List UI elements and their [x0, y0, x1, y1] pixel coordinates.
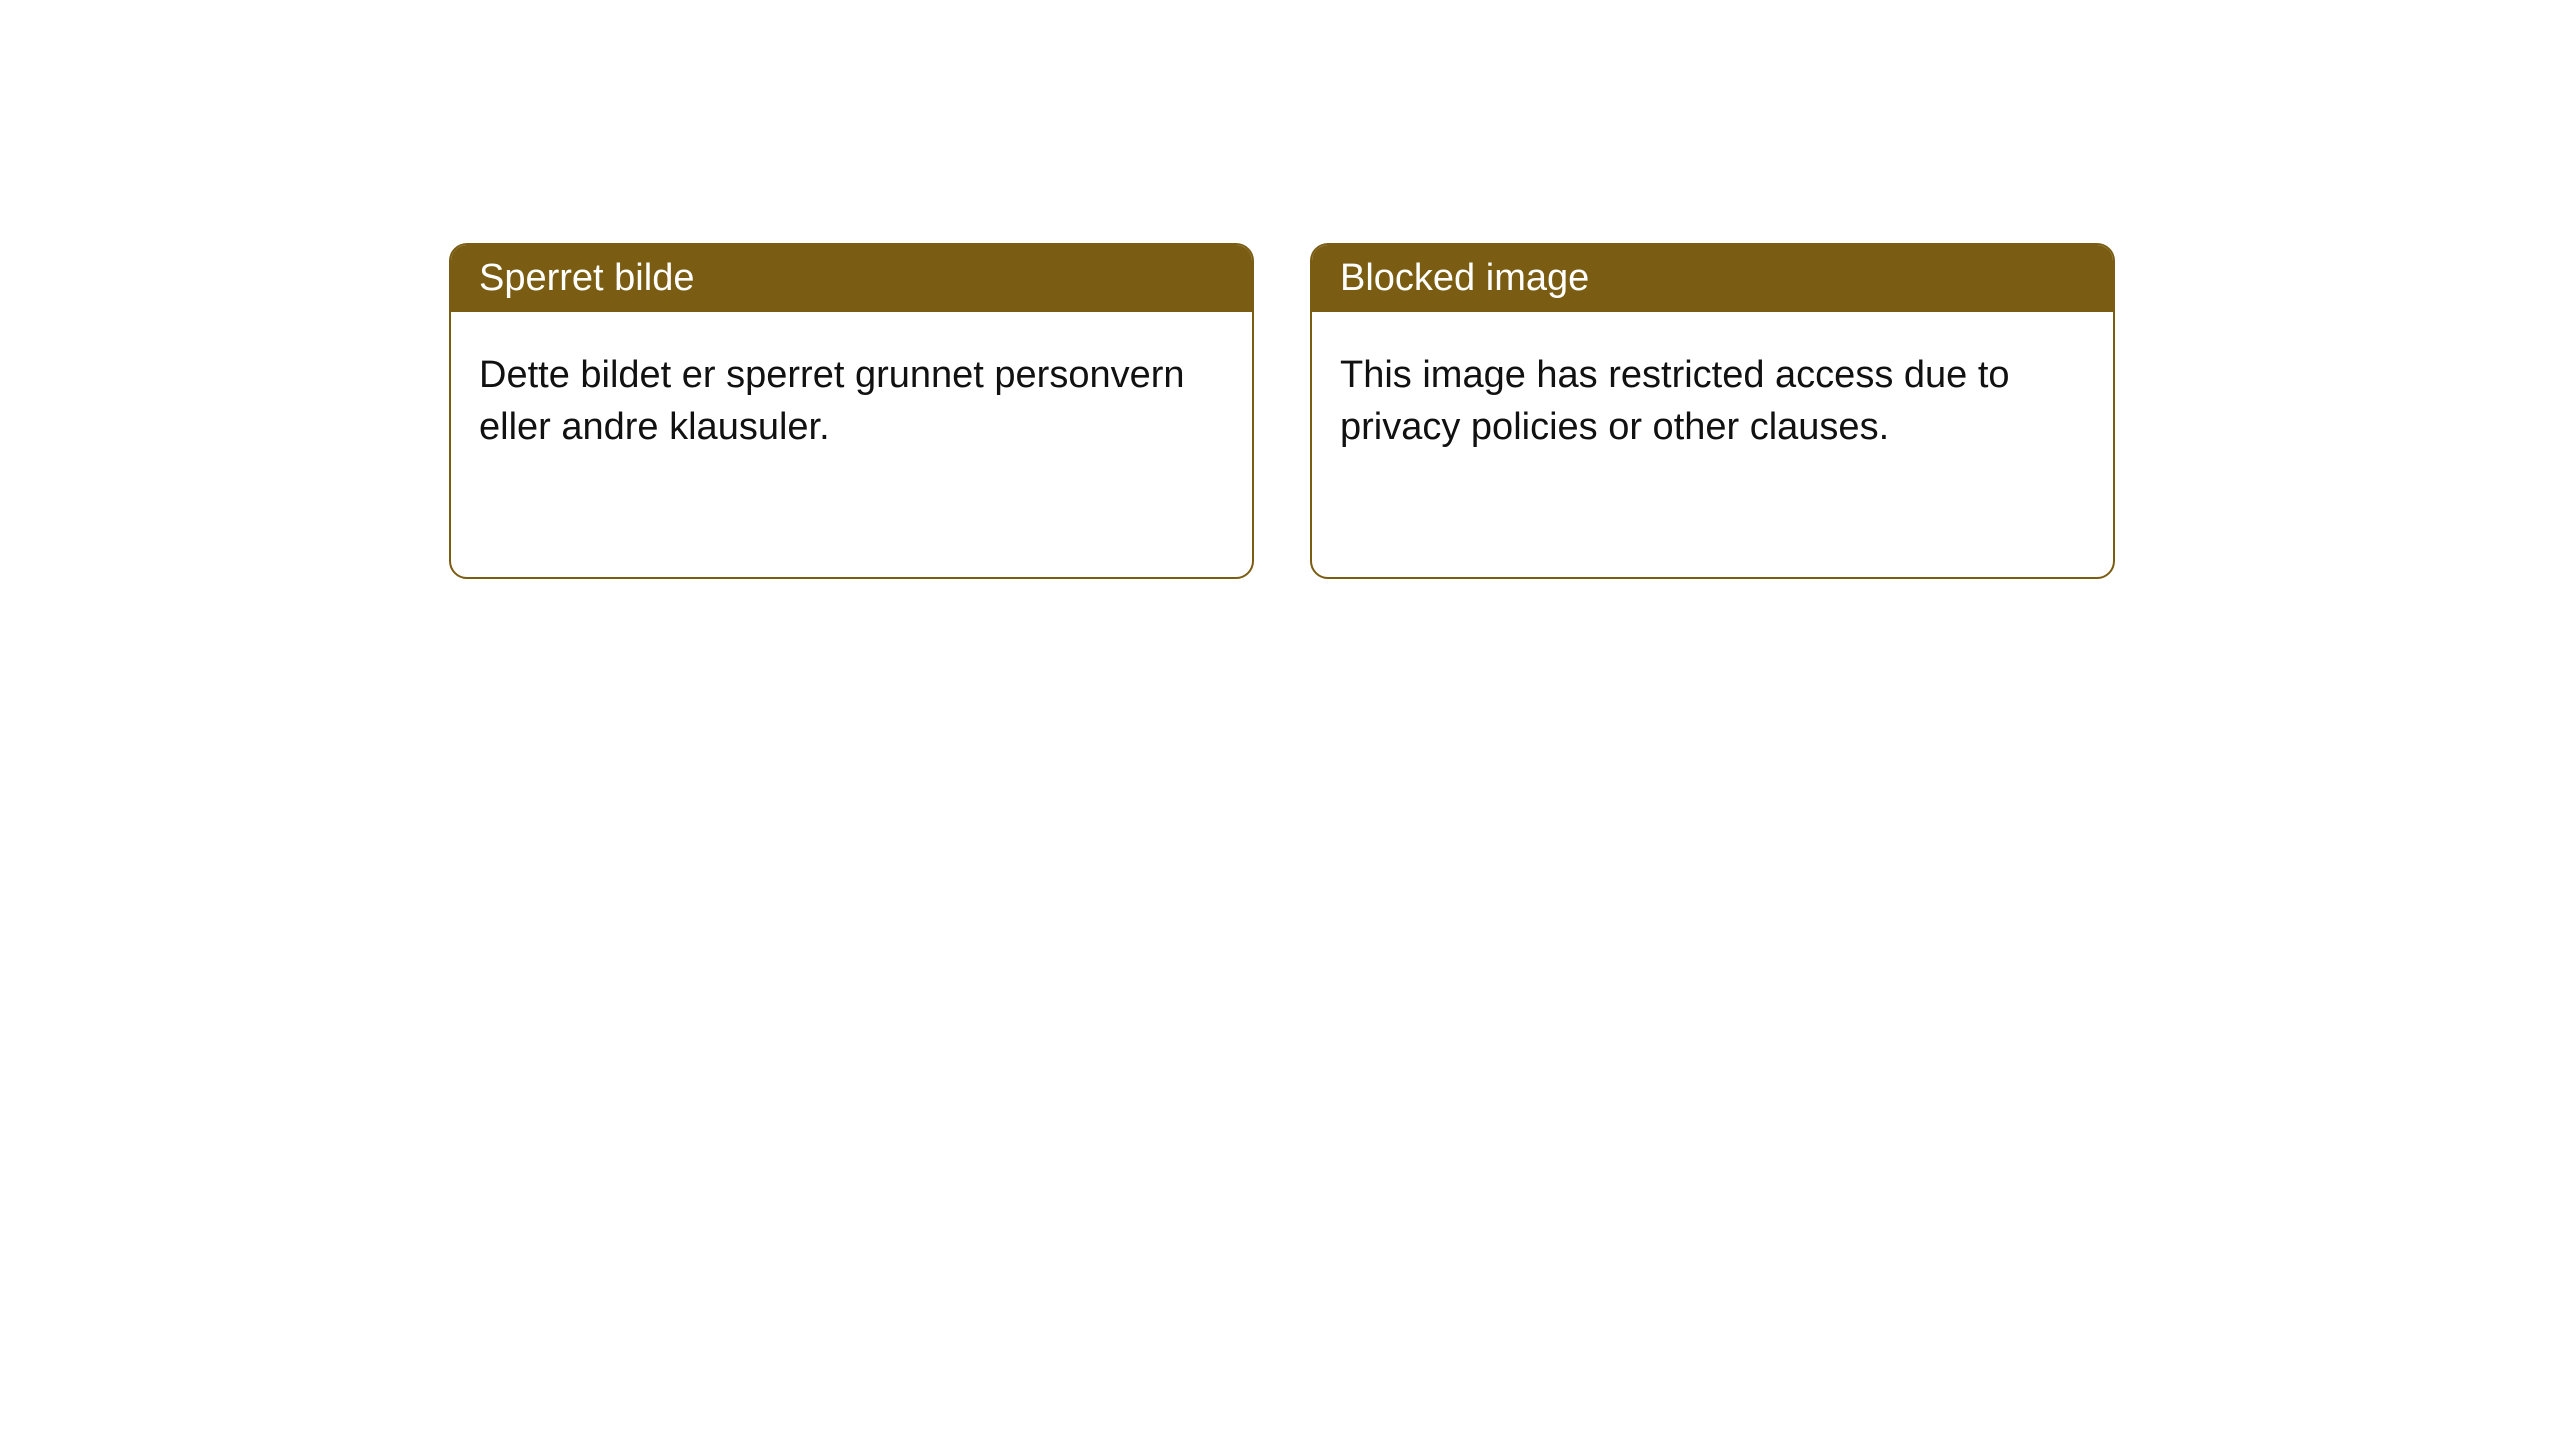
notice-card-english: Blocked image This image has restricted …: [1310, 243, 2115, 579]
card-header: Blocked image: [1312, 245, 2113, 312]
card-body: This image has restricted access due to …: [1312, 312, 2113, 491]
card-body-text: This image has restricted access due to …: [1340, 354, 2010, 448]
card-header: Sperret bilde: [451, 245, 1252, 312]
card-body: Dette bildet er sperret grunnet personve…: [451, 312, 1252, 491]
card-body-text: Dette bildet er sperret grunnet personve…: [479, 354, 1185, 448]
notice-cards-container: Sperret bilde Dette bildet er sperret gr…: [0, 0, 2560, 579]
card-title: Sperret bilde: [479, 257, 694, 299]
card-title: Blocked image: [1340, 257, 1589, 299]
notice-card-norwegian: Sperret bilde Dette bildet er sperret gr…: [449, 243, 1254, 579]
